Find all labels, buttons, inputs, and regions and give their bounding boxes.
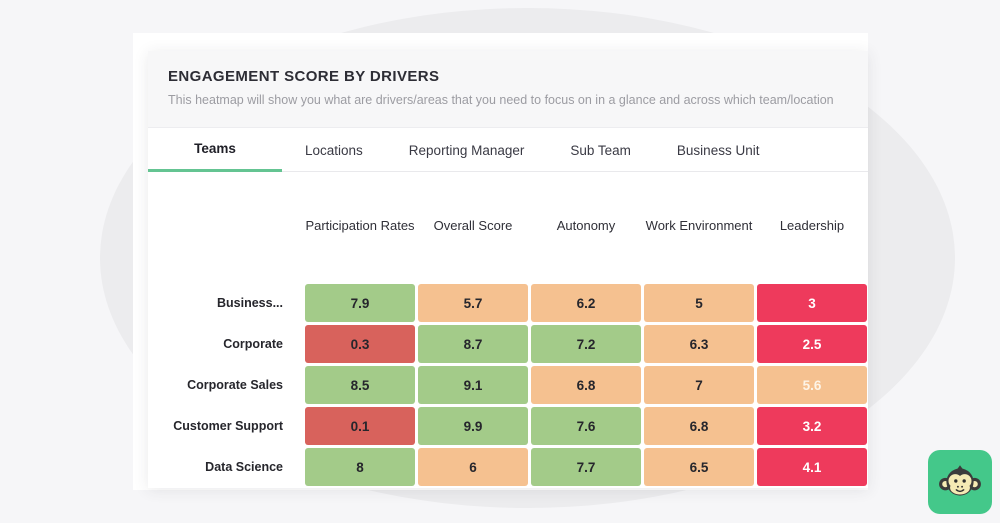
heatmap-cell[interactable]: 7.2 — [531, 325, 641, 363]
heatmap-table: Participation Rates Overall Score Autono… — [148, 172, 867, 486]
heatmap-cell[interactable]: 6.2 — [531, 284, 641, 322]
tab-sub-team[interactable]: Sub Team — [570, 142, 631, 158]
row-label-business: Business... — [217, 296, 283, 310]
heatmap-cell[interactable]: 8 — [305, 448, 415, 486]
heatmap-cell[interactable]: 3.2 — [757, 407, 867, 445]
column-header-work-environment: Work Environment — [645, 218, 753, 234]
heatmap-card: ENGAGEMENT SCORE BY DRIVERS This heatmap… — [148, 51, 868, 488]
heatmap-cell[interactable]: 5 — [644, 284, 754, 322]
heatmap-cell[interactable]: 6.5 — [644, 448, 754, 486]
heatmap-cell[interactable]: 6.3 — [644, 325, 754, 363]
card-header: ENGAGEMENT SCORE BY DRIVERS This heatmap… — [148, 51, 868, 128]
heatmap-cell[interactable]: 6 — [418, 448, 528, 486]
row-label-corporate: Corporate — [223, 337, 283, 351]
tab-teams[interactable]: Teams — [148, 128, 282, 172]
heatmap-cell[interactable]: 7.6 — [531, 407, 641, 445]
row-label-customer-support: Customer Support — [173, 419, 283, 433]
heatmap-cell[interactable]: 7.7 — [531, 448, 641, 486]
column-header-participation-rates: Participation Rates — [305, 218, 415, 234]
monkey-logo[interactable] — [928, 450, 992, 514]
page-subtitle: This heatmap will show you what are driv… — [168, 93, 834, 107]
tab-reporting-manager[interactable]: Reporting Manager — [408, 142, 525, 158]
heatmap-cell[interactable]: 8.7 — [418, 325, 528, 363]
heatmap-corner — [148, 172, 302, 281]
heatmap-cell[interactable]: 6.8 — [531, 366, 641, 404]
column-header-autonomy: Autonomy — [556, 218, 616, 234]
heatmap-cell[interactable]: 0.3 — [305, 325, 415, 363]
heatmap-cell[interactable]: 7 — [644, 366, 754, 404]
heatmap-cell[interactable]: 5.6 — [757, 366, 867, 404]
column-header-leadership: Leadership — [779, 218, 845, 234]
heatmap-cell[interactable]: 0.1 — [305, 407, 415, 445]
heatmap-cell[interactable]: 9.9 — [418, 407, 528, 445]
heatmap-cell[interactable]: 4.1 — [757, 448, 867, 486]
column-header-overall-score: Overall Score — [433, 218, 513, 234]
page-title: ENGAGEMENT SCORE BY DRIVERS — [168, 68, 440, 85]
tab-business-unit[interactable]: Business Unit — [676, 142, 760, 158]
row-label-corporate-sales: Corporate Sales — [187, 378, 283, 392]
heatmap-cell[interactable]: 3 — [757, 284, 867, 322]
tab-locations[interactable]: Locations — [305, 142, 363, 158]
heatmap-cell[interactable]: 8.5 — [305, 366, 415, 404]
heatmap-cell[interactable]: 6.8 — [644, 407, 754, 445]
heatmap-cell[interactable]: 5.7 — [418, 284, 528, 322]
heatmap-cell[interactable]: 2.5 — [757, 325, 867, 363]
heatmap-cell[interactable]: 7.9 — [305, 284, 415, 322]
row-label-data-science: Data Science — [205, 460, 283, 474]
heatmap-cell[interactable]: 9.1 — [418, 366, 528, 404]
monkey-face-icon — [939, 465, 981, 496]
tab-bar: Teams Locations Reporting Manager Sub Te… — [148, 128, 868, 172]
